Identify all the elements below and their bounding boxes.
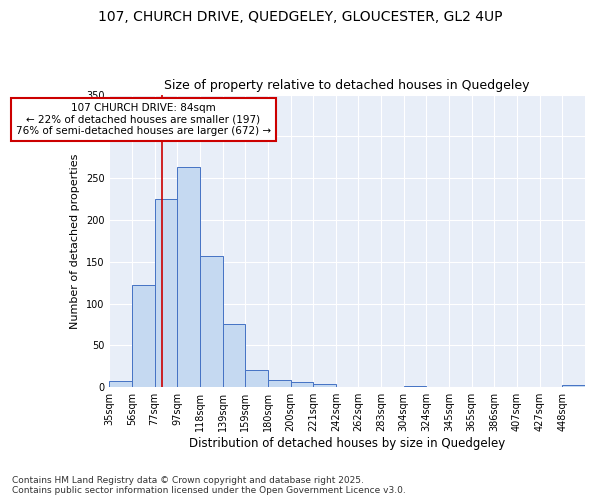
- Bar: [268, 380, 290, 387]
- Text: Contains HM Land Registry data © Crown copyright and database right 2025.
Contai: Contains HM Land Registry data © Crown c…: [12, 476, 406, 495]
- Bar: [200, 256, 223, 387]
- Bar: [132, 285, 155, 387]
- Text: 107, CHURCH DRIVE, QUEDGELEY, GLOUCESTER, GL2 4UP: 107, CHURCH DRIVE, QUEDGELEY, GLOUCESTER…: [98, 10, 502, 24]
- Text: 107 CHURCH DRIVE: 84sqm
← 22% of detached houses are smaller (197)
76% of semi-d: 107 CHURCH DRIVE: 84sqm ← 22% of detache…: [16, 103, 271, 136]
- Bar: [109, 382, 132, 387]
- X-axis label: Distribution of detached houses by size in Quedgeley: Distribution of detached houses by size …: [189, 437, 505, 450]
- Y-axis label: Number of detached properties: Number of detached properties: [70, 153, 80, 328]
- Bar: [245, 370, 268, 387]
- Bar: [290, 382, 313, 387]
- Bar: [155, 199, 177, 387]
- Bar: [223, 324, 245, 387]
- Bar: [404, 386, 427, 387]
- Bar: [177, 168, 200, 387]
- Bar: [313, 384, 336, 387]
- Bar: [562, 384, 585, 387]
- Title: Size of property relative to detached houses in Quedgeley: Size of property relative to detached ho…: [164, 79, 530, 92]
